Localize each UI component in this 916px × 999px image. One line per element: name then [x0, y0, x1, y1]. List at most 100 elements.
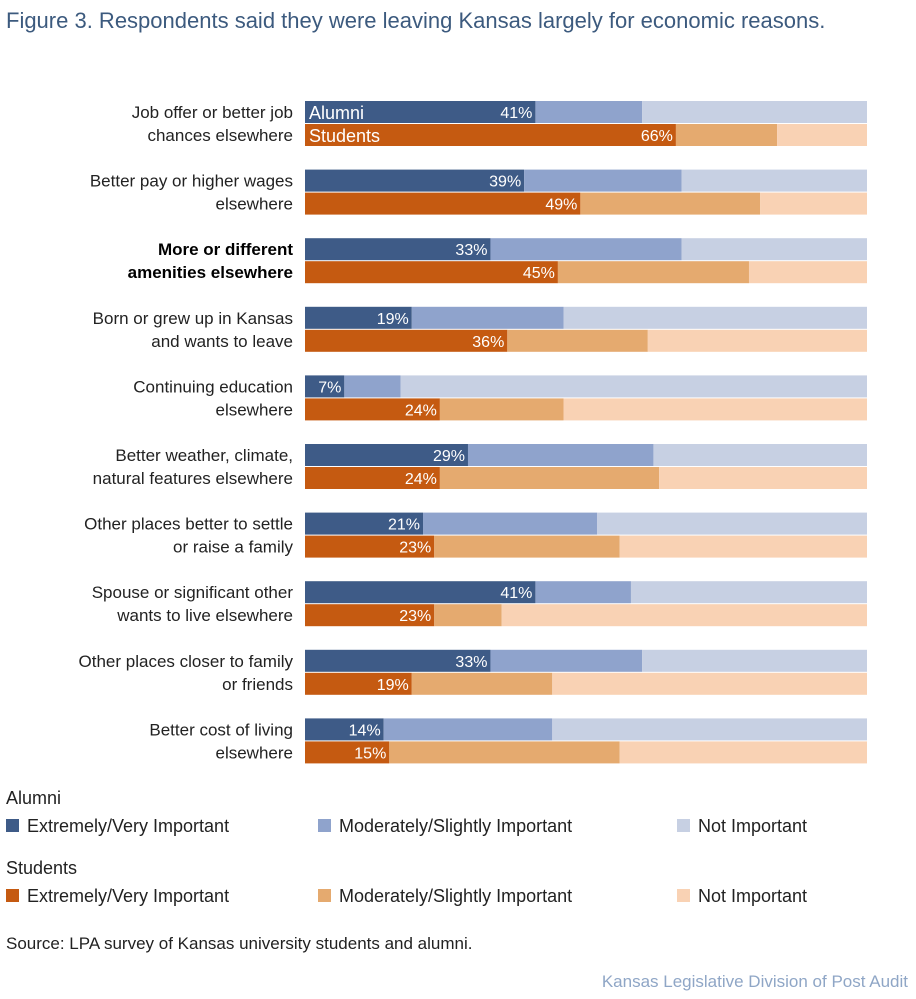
bar-segment	[305, 238, 491, 261]
bar-segment	[305, 672, 412, 695]
bar-segment	[597, 512, 867, 535]
data-label: 33%	[455, 654, 487, 671]
bar-segment	[490, 238, 682, 261]
legend-swatch	[318, 819, 331, 832]
bar-segment	[535, 101, 643, 123]
category-label: Continuing education	[133, 377, 293, 396]
bar-segment	[400, 375, 867, 398]
data-label: 21%	[388, 517, 420, 534]
legend-students-moderate: Moderately/Slightly Important	[318, 886, 572, 907]
category-label: Job offer or better job	[132, 103, 293, 122]
legend-students: Students Extremely/Very Important Modera…	[6, 858, 807, 906]
data-label: 45%	[523, 265, 555, 282]
data-label: 41%	[500, 585, 532, 602]
category-label: Other places closer to family	[79, 652, 294, 671]
legend-students-title: Students	[6, 858, 78, 878]
category-label: Born or grew up in Kansas	[93, 309, 293, 328]
data-label: 33%	[455, 242, 487, 259]
data-label: 66%	[641, 128, 673, 145]
bar-segment	[681, 238, 867, 261]
bar-segment	[305, 124, 676, 146]
bar-segment	[434, 604, 502, 627]
category-label: chances elsewhere	[147, 126, 293, 145]
source-note: Source: LPA survey of Kansas university …	[6, 934, 473, 953]
legend-alumni-not: Not Important	[677, 816, 807, 837]
data-label: 19%	[377, 311, 409, 328]
data-label: 36%	[472, 334, 504, 351]
bar-segment	[552, 718, 867, 741]
category-label: amenities elsewhere	[128, 263, 293, 282]
data-label: 39%	[489, 174, 521, 191]
category-label: and wants to leave	[151, 332, 293, 351]
category-label: elsewhere	[216, 400, 294, 419]
legend-alumni: Alumni Extremely/Very Important Moderate…	[6, 788, 807, 836]
group-inline-label: Alumni	[309, 103, 364, 123]
bar-segment	[305, 192, 581, 215]
bar-segment	[659, 467, 867, 489]
legend-alumni-moderate: Moderately/Slightly Important	[318, 816, 572, 837]
bar-segment	[642, 649, 867, 672]
legend-label: Moderately/Slightly Important	[339, 886, 573, 906]
bar-segment	[563, 306, 867, 329]
category-label: or raise a family	[173, 538, 293, 557]
bar-segment	[305, 649, 491, 672]
legend-swatch	[6, 819, 19, 832]
data-label: 19%	[377, 677, 409, 694]
bar-segment	[305, 535, 435, 558]
category-label: More or different	[158, 240, 293, 259]
bar-segment	[501, 604, 867, 627]
legend-label: Extremely/Very Important	[27, 886, 230, 906]
bar-segment	[305, 329, 508, 352]
group-inline-label: Students	[309, 126, 380, 146]
legend-label: Not Important	[698, 816, 808, 836]
bar-segment	[434, 535, 620, 558]
category-label: Better pay or higher wages	[90, 172, 293, 191]
category-label: or friends	[222, 675, 293, 694]
bar-segment	[305, 101, 536, 123]
legend-swatch	[6, 889, 19, 902]
category-label: Better weather, climate,	[115, 446, 293, 465]
category-label: Spouse or significant other	[92, 583, 294, 602]
bar-segment	[411, 306, 564, 329]
bar-segment	[642, 101, 867, 123]
legend-students-extreme: Extremely/Very Important	[6, 886, 229, 907]
bar-segment	[630, 581, 867, 604]
stacked-bar-chart: Job offer or better job chances elsewhere…	[79, 101, 867, 764]
footer-credit: Kansas Legislative Division of Post Audi…	[601, 972, 908, 991]
legend-students-not: Not Important	[677, 886, 807, 907]
legend-label: Moderately/Slightly Important	[339, 816, 573, 836]
bar-segment	[439, 467, 660, 489]
bar-segment	[305, 261, 558, 284]
data-label: 24%	[405, 471, 437, 488]
bar-segment	[305, 604, 435, 627]
bar-segment	[305, 444, 468, 466]
bar-segment	[777, 124, 867, 146]
bar-segment	[467, 444, 654, 466]
legend-swatch	[677, 889, 690, 902]
bar-segment	[305, 741, 390, 764]
data-label: 14%	[349, 722, 381, 739]
bar-segment	[305, 306, 412, 329]
bar-segment	[647, 329, 867, 352]
bar-segment	[389, 741, 620, 764]
legend-label: Extremely/Very Important	[27, 816, 230, 836]
bar-segment	[760, 192, 867, 215]
bar-segment	[748, 261, 867, 284]
bar-segment	[490, 649, 643, 672]
data-label: 23%	[399, 540, 431, 557]
bar-segment	[305, 169, 525, 192]
data-label: 41%	[500, 105, 532, 122]
bar-segment	[305, 375, 345, 398]
data-label: 23%	[399, 608, 431, 625]
bar-segment	[305, 398, 440, 421]
bar-segment	[439, 398, 564, 421]
data-label: 29%	[433, 448, 465, 465]
data-label: 24%	[405, 402, 437, 419]
bar-segment	[619, 535, 867, 558]
bar-segment	[552, 672, 867, 695]
bar-segment	[557, 261, 749, 284]
bar-segment	[580, 192, 761, 215]
data-label: 15%	[354, 745, 386, 762]
category-label: elsewhere	[216, 743, 294, 762]
legend-label: Not Important	[698, 886, 808, 906]
